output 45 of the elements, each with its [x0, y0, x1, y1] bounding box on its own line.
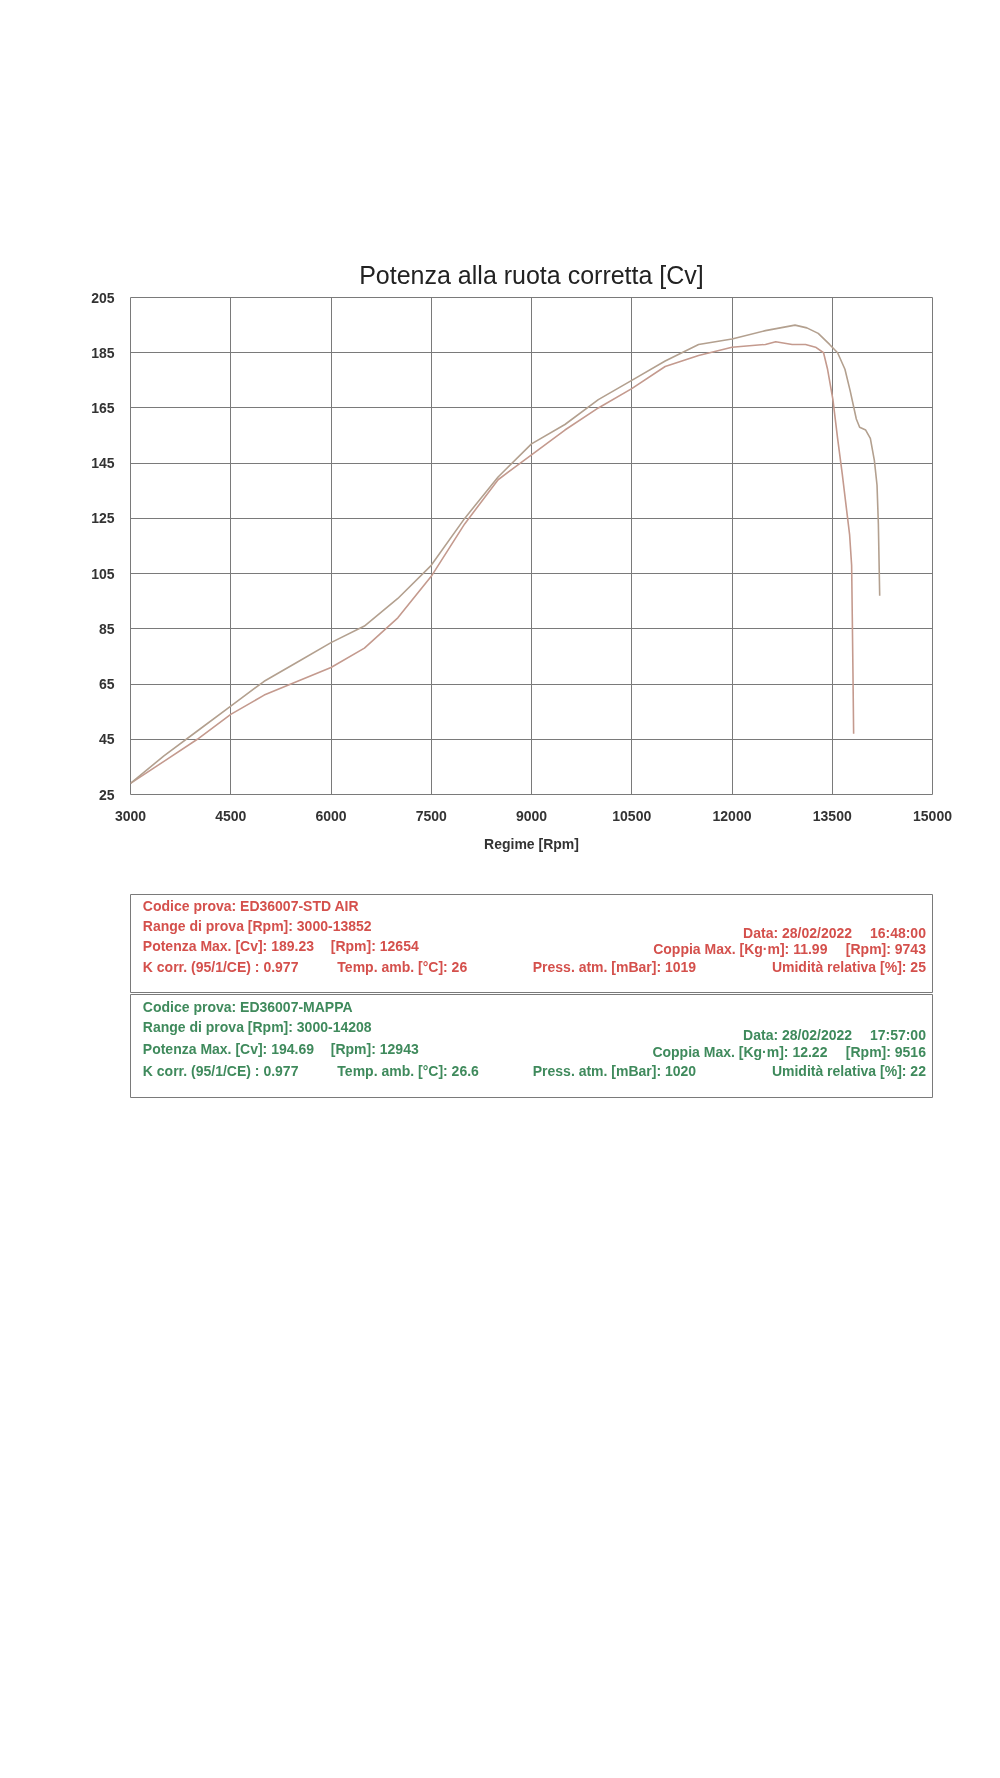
x-tick-label: 3000 [114, 807, 147, 824]
x-tick-label: 7500 [415, 807, 448, 824]
x-tick-label: 4500 [215, 807, 247, 824]
text: Temp. amb. [°C]: 26 [337, 959, 468, 976]
y-tick-label: 25 [98, 786, 115, 803]
x-tick-label: 15000 [913, 807, 953, 824]
y-tick-label: 105 [91, 565, 115, 582]
y-tick-label: 45 [98, 731, 115, 748]
chart-title: Potenza alla ruota corretta [Cv] [359, 260, 704, 289]
x-axis-title: Regime [Rpm] [484, 835, 579, 852]
x-tick-label: 12000 [712, 807, 752, 824]
text: Range di prova [Rpm]: 3000-13852 [142, 917, 372, 934]
text: [Rpm]: 12654 [330, 938, 419, 955]
x-tick-label: 6000 [315, 807, 347, 824]
text: Range di prova [Rpm]: 3000-14208 [142, 1019, 372, 1036]
x-tick-label: 13500 [812, 807, 852, 824]
y-tick-label: 65 [98, 676, 115, 693]
x-tick-label: 10500 [612, 807, 652, 824]
text: Press. atm. [mBar]: 1019 [532, 959, 697, 976]
text: [Rpm]: 9743 [845, 941, 927, 958]
text: [Rpm]: 9516 [845, 1044, 927, 1061]
text: Coppia Max. [Kg·m]: 11.99 [653, 941, 828, 958]
text: K corr. (95/1/CE) : 0.977 [142, 1062, 299, 1079]
y-tick-label: 205 [91, 289, 115, 306]
text: Temp. amb. [°C]: 26.6 [337, 1062, 480, 1079]
y-tick-label: 145 [91, 455, 115, 472]
y-tick-label: 125 [91, 510, 115, 527]
text: Potenza Max. [Cv]: 189.23 [142, 938, 315, 955]
text: Umidità relativa [%]: 22 [771, 1062, 927, 1079]
text: Potenza Max. [Cv]: 194.69 [142, 1041, 315, 1058]
text: Coppia Max. [Kg·m]: 12.22 [652, 1044, 828, 1061]
text: Umidità relativa [%]: 25 [771, 959, 927, 976]
y-tick-label: 85 [98, 620, 115, 637]
text: 16:48:00 [869, 924, 927, 941]
y-tick-label: 165 [91, 399, 115, 416]
x-tick-label: 9000 [515, 807, 548, 824]
text: [Rpm]: 12943 [330, 1041, 419, 1058]
text: 17:57:00 [869, 1026, 927, 1043]
text: Codice prova: ED36007-STD AIR [142, 898, 359, 915]
y-tick-label: 185 [91, 344, 115, 361]
text: Codice prova: ED36007-MAPPA [142, 998, 353, 1015]
text: K corr. (95/1/CE) : 0.977 [142, 959, 299, 976]
text: Data: 28/02/2022 [743, 924, 853, 941]
text: Data: 28/02/2022 [743, 1026, 853, 1043]
text: Press. atm. [mBar]: 1020 [532, 1062, 697, 1079]
